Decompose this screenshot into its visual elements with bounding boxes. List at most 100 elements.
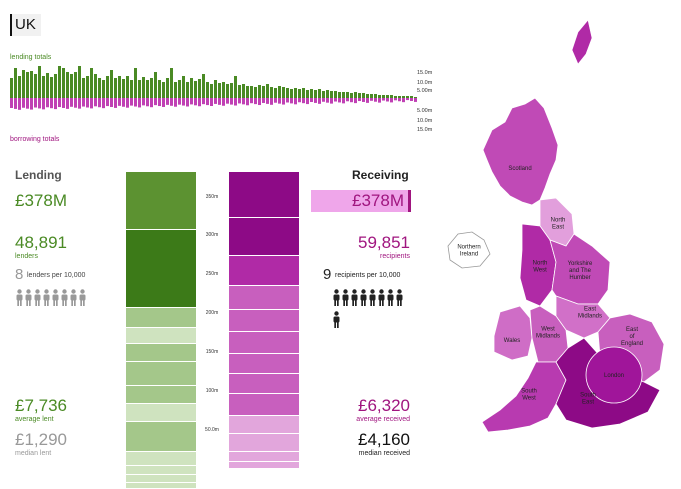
receiving-region-segment[interactable] <box>229 218 299 256</box>
region-wales[interactable] <box>493 305 533 361</box>
lending-spark-bar <box>298 89 301 98</box>
lending-region-segment[interactable] <box>126 422 196 452</box>
lending-region-segment[interactable] <box>126 328 196 344</box>
receiving-stack-column <box>229 172 299 469</box>
borrowing-spark-bar <box>310 98 313 102</box>
lending-region-segment[interactable] <box>126 230 196 308</box>
lending-spark-bar <box>406 96 409 98</box>
lending-spark-bar <box>54 74 57 98</box>
label-north-west: North West <box>533 261 548 274</box>
person-icon <box>33 289 42 310</box>
receiving-region-segment[interactable] <box>229 374 299 394</box>
borrowing-spark-bar <box>222 98 225 106</box>
lending-spark-bar <box>402 96 405 98</box>
lending-spark-bar <box>22 70 25 98</box>
label-east-midlands: East Midlands <box>578 307 602 320</box>
tick-300m: 300m <box>205 232 219 238</box>
receiving-region-segment[interactable] <box>229 310 299 332</box>
lending-region-segment[interactable] <box>126 308 196 328</box>
region-north-west[interactable] <box>519 223 557 307</box>
tick-250m: 250m <box>205 271 219 277</box>
lending-region-segment[interactable] <box>126 475 196 483</box>
person-icon <box>368 289 377 310</box>
borrowing-spark-bar <box>46 98 49 108</box>
lending-spark-bar <box>106 76 109 98</box>
lending-region-segment[interactable] <box>126 466 196 475</box>
lending-region-segment[interactable] <box>126 344 196 362</box>
person-icon <box>386 289 395 310</box>
region-northern-ireland[interactable] <box>447 231 491 269</box>
lending-region-segment[interactable] <box>126 172 196 230</box>
region-london[interactable] <box>585 346 643 404</box>
lending-spark-bar <box>206 82 209 98</box>
lending-spark-bar <box>366 94 369 98</box>
lending-spark-bar <box>14 68 17 98</box>
region-yorkshire[interactable] <box>549 233 611 305</box>
tick-100m: 100m <box>205 388 219 394</box>
region-scotland[interactable] <box>482 97 559 206</box>
borrowing-spark-bar <box>362 98 365 102</box>
borrowing-spark-bar <box>30 98 33 110</box>
receiving-region-segment[interactable] <box>229 172 299 218</box>
receiving-region-segment[interactable] <box>229 434 299 452</box>
borrowing-spark-bar <box>282 98 285 105</box>
lending-region-segment[interactable] <box>126 362 196 386</box>
borrowing-spark-bar <box>14 98 17 109</box>
lending-spark-bar <box>98 78 101 98</box>
lending-spark-bar <box>38 66 41 98</box>
lending-spark-bar <box>58 66 61 98</box>
lending-spark-bar <box>286 88 289 98</box>
lending-spark-bar <box>130 80 133 98</box>
lending-spark-bar <box>358 93 361 98</box>
receiving-region-segment[interactable] <box>229 256 299 286</box>
borrowing-spark-bar <box>382 98 385 101</box>
borrowing-spark-bar <box>246 98 249 106</box>
lending-region-segment[interactable] <box>126 452 196 466</box>
person-icon <box>332 311 341 332</box>
borrowing-spark-bar <box>126 98 129 108</box>
borrowing-spark-bar <box>70 98 73 107</box>
borrowing-spark-bar <box>286 98 289 103</box>
borrowing-spark-bar <box>294 98 297 105</box>
lending-spark-bar <box>258 85 261 98</box>
lending-spark-bar <box>134 68 137 98</box>
receiving-heading: Receiving <box>352 168 409 182</box>
borrowing-spark-bar <box>410 98 413 101</box>
borrowing-spark-bar <box>94 98 97 107</box>
borrowing-spark-bar <box>202 98 205 105</box>
lending-spark-bar <box>118 76 121 98</box>
lending-spark-bar <box>374 94 377 98</box>
borrowing-spark-bar <box>378 98 381 103</box>
lending-spark-bar <box>94 74 97 98</box>
receiving-region-segment[interactable] <box>229 462 299 469</box>
receiving-region-segment[interactable] <box>229 354 299 374</box>
lending-region-segment[interactable] <box>126 386 196 404</box>
scale-down-15: 15.0m <box>417 127 433 133</box>
borrowing-spark-bar <box>174 98 177 107</box>
lending-spark-bar <box>398 96 401 98</box>
lending-spark-bar <box>262 86 265 98</box>
receiving-region-segment[interactable] <box>229 416 299 434</box>
scale-up-10: 10.0m <box>417 80 433 86</box>
borrowing-spark-bar <box>134 98 137 107</box>
borrowing-spark-bar <box>242 98 245 105</box>
lending-spark-bar <box>246 86 249 98</box>
label-yorkshire: Yorkshire and The Humber <box>568 261 593 281</box>
lending-spark-bar <box>410 96 413 98</box>
receiving-region-segment[interactable] <box>229 332 299 354</box>
lending-region-segment[interactable] <box>126 483 196 489</box>
label-south-west: South West <box>521 389 537 402</box>
receiving-region-segment[interactable] <box>229 452 299 462</box>
lending-spark-bar <box>282 87 285 98</box>
receiving-region-segment[interactable] <box>229 394 299 416</box>
lending-spark-bar <box>254 87 257 98</box>
lending-spark-bar <box>274 88 277 98</box>
lenders-pictogram <box>15 289 95 311</box>
lending-region-segment[interactable] <box>126 404 196 422</box>
borrowing-spark-bar <box>306 98 309 105</box>
lending-spark-bar <box>34 74 37 98</box>
borrowing-spark-bar <box>118 98 121 106</box>
lending-spark-bar <box>334 91 337 98</box>
receiving-region-segment[interactable] <box>229 286 299 310</box>
borrowing-spark-bar <box>342 98 345 104</box>
